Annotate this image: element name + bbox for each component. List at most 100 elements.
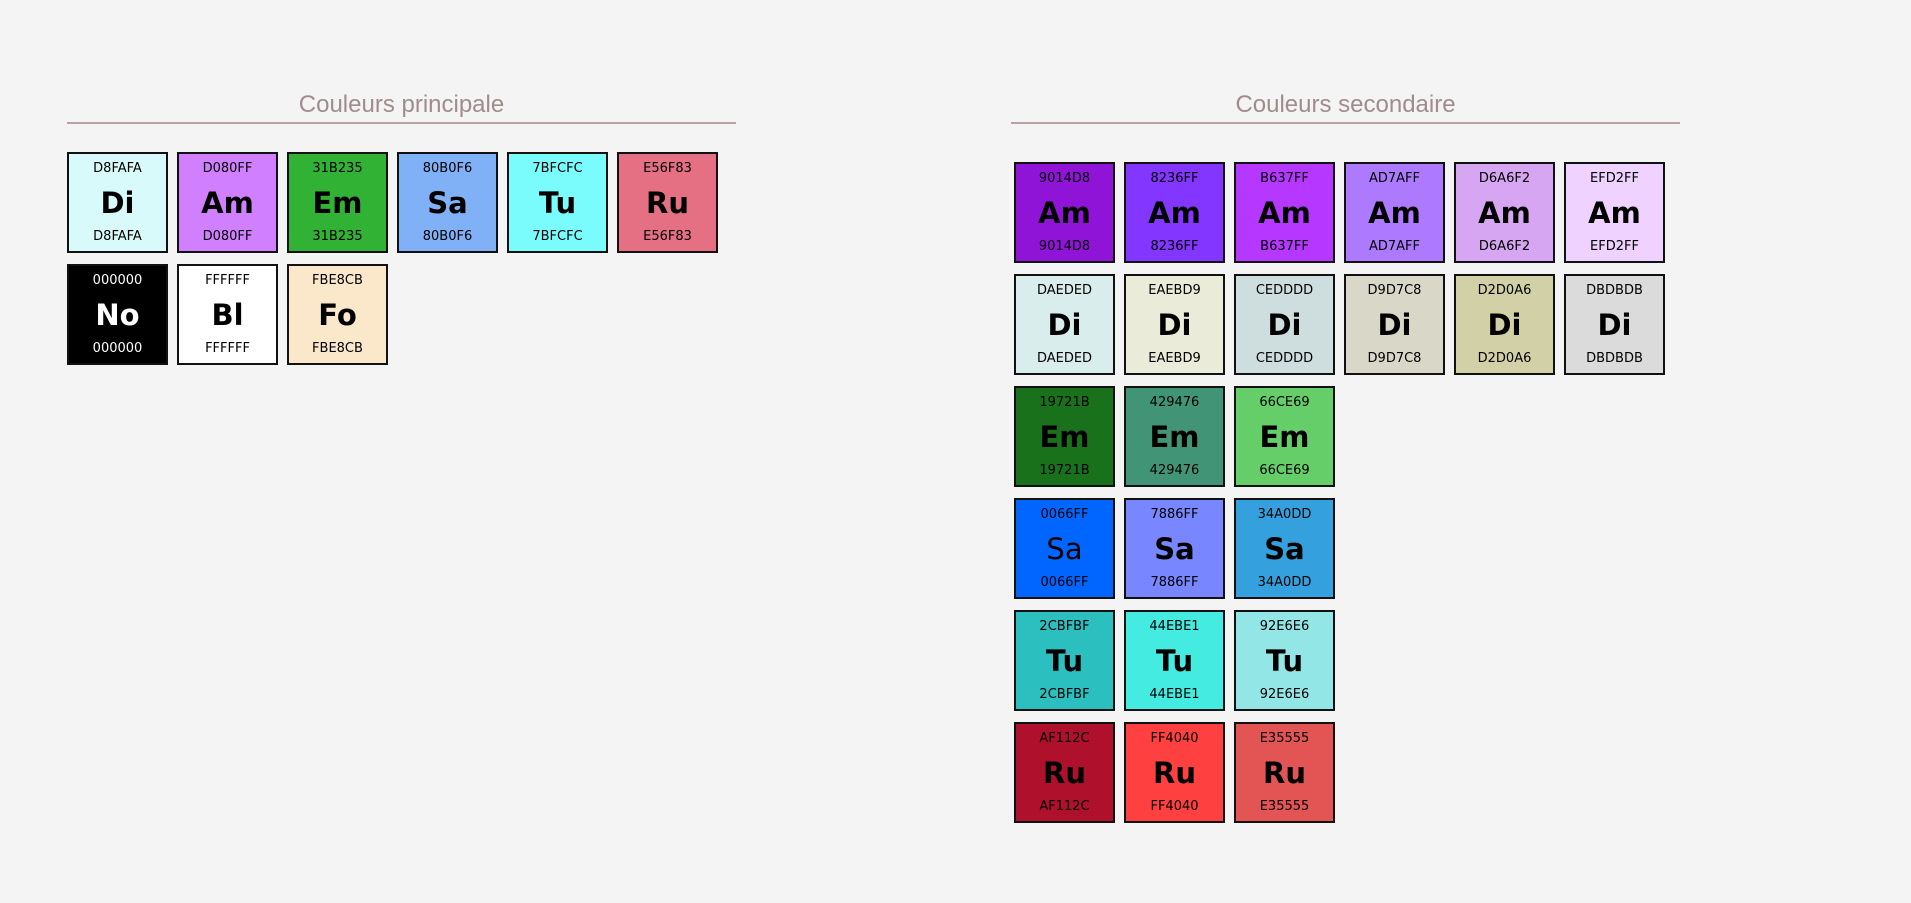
swatch-abbreviation: Sa [1154, 532, 1195, 566]
swatch-hex-bottom: 34A0DD [1257, 575, 1312, 590]
color-swatch: 8236FF Am 8236FF [1124, 162, 1225, 263]
swatch-hex-top: DBDBDB [1586, 283, 1643, 298]
color-swatch: AD7AFF Am AD7AFF [1344, 162, 1445, 263]
swatch-abbreviation: Di [1597, 308, 1632, 342]
swatch-row: 19721B Em 19721B 429476 Em 429476 66CE69 Em 66CE… [1014, 386, 1674, 490]
swatch-hex-top: D2D0A6 [1477, 283, 1532, 298]
swatch-hex-top: AF112C [1039, 731, 1090, 746]
swatch-hex-top: E35555 [1259, 731, 1310, 746]
color-swatch: 000000 No 000000 [67, 264, 168, 365]
swatch-abbreviation: Em [1259, 420, 1310, 454]
swatch-row: DAEDED Di DAEDED EAEBD9 Di EAEBD9 CEDDDD Di CEDD… [1014, 274, 1674, 378]
color-swatch: FFFFFF Bl FFFFFF [177, 264, 278, 365]
swatch-abbreviation: Bl [211, 298, 244, 332]
swatch-hex-bottom: E56F83 [643, 229, 692, 244]
swatch-abbreviation: Di [1487, 308, 1522, 342]
swatch-hex-bottom: AD7AFF [1368, 239, 1421, 254]
swatch-hex-top: 19721B [1039, 395, 1090, 410]
color-swatch: FBE8CB Fo FBE8CB [287, 264, 388, 365]
swatch-hex-top: D080FF [202, 161, 253, 176]
color-swatch: CEDDDD Di CEDDDD [1234, 274, 1335, 375]
swatch-hex-top: 429476 [1149, 395, 1200, 410]
swatch-abbreviation: Di [1267, 308, 1302, 342]
swatch-hex-bottom: FBE8CB [312, 341, 363, 356]
swatch-hex-top: 0066FF [1040, 507, 1089, 522]
color-swatch: D8FAFA Di D8FAFA [67, 152, 168, 253]
swatch-abbreviation: Di [1047, 308, 1082, 342]
swatch-abbreviation: Fo [318, 298, 357, 332]
swatch-hex-bottom: EAEBD9 [1148, 351, 1201, 366]
swatch-hex-bottom: D080FF [202, 229, 253, 244]
secondary-colors-section: Couleurs secondaire 9014D8 Am 9014D8 8236FF… [1011, 90, 1680, 823]
swatch-hex-bottom: 19721B [1039, 463, 1090, 478]
color-swatch: EFD2FF Am EFD2FF [1564, 162, 1665, 263]
color-swatch: 7886FF Sa 7886FF [1124, 498, 1225, 599]
primary-colors-section: Couleurs principale D8FAFA Di D8FAFA D080FF… [67, 90, 736, 365]
color-swatch: 7BFCFC Tu 7BFCFC [507, 152, 608, 253]
swatch-hex-bottom: D6A6F2 [1478, 239, 1531, 254]
color-swatch: 0066FF Sa 0066FF [1014, 498, 1115, 599]
swatch-hex-top: FBE8CB [312, 273, 363, 288]
swatch-row: 9014D8 Am 9014D8 8236FF Am 8236FF B637FF Am B637… [1014, 162, 1674, 266]
swatch-abbreviation: Em [312, 186, 363, 220]
swatch-hex-top: CEDDDD [1255, 283, 1314, 298]
swatch-hex-top: 31B235 [312, 161, 363, 176]
swatch-hex-top: 9014D8 [1038, 171, 1091, 186]
swatch-hex-bottom: 2CBFBF [1039, 687, 1090, 702]
swatch-hex-bottom: AF112C [1039, 799, 1090, 814]
color-swatch: 66CE69 Em 66CE69 [1234, 386, 1335, 487]
color-swatch: DAEDED Di DAEDED [1014, 274, 1115, 375]
color-swatch: 31B235 Em 31B235 [287, 152, 388, 253]
swatch-hex-bottom: D2D0A6 [1477, 351, 1532, 366]
swatch-hex-bottom: 44EBE1 [1149, 687, 1200, 702]
swatch-hex-top: E56F83 [643, 161, 692, 176]
primary-swatch-grid: D8FAFA Di D8FAFA D080FF Am D080FF 31B235 Em 31B2… [67, 152, 727, 376]
swatch-hex-bottom: 7886FF [1150, 575, 1199, 590]
swatch-hex-bottom: 0066FF [1040, 575, 1089, 590]
color-swatch: DBDBDB Di DBDBDB [1564, 274, 1665, 375]
swatch-abbreviation: Am [1368, 196, 1421, 230]
color-swatch: D6A6F2 Am D6A6F2 [1454, 162, 1555, 263]
color-swatch: FF4040 Ru FF4040 [1124, 722, 1225, 823]
swatch-abbreviation: Di [1377, 308, 1412, 342]
swatch-hex-bottom: 80B0F6 [422, 229, 473, 244]
color-swatch: E35555 Ru E35555 [1234, 722, 1335, 823]
color-swatch: 9014D8 Am 9014D8 [1014, 162, 1115, 263]
secondary-swatch-grid: 9014D8 Am 9014D8 8236FF Am 8236FF B637FF Am B637… [1014, 162, 1674, 834]
color-swatch: 44EBE1 Tu 44EBE1 [1124, 610, 1225, 711]
swatch-row: 2CBFBF Tu 2CBFBF 44EBE1 Tu 44EBE1 92E6E6 Tu 92E6… [1014, 610, 1674, 714]
swatch-hex-top: D8FAFA [93, 161, 142, 176]
swatch-hex-bottom: 92E6E6 [1259, 687, 1310, 702]
secondary-colors-title: Couleurs secondaire [1011, 90, 1680, 124]
swatch-hex-bottom: FF4040 [1150, 799, 1199, 814]
swatch-hex-bottom: B637FF [1260, 239, 1309, 254]
swatch-hex-bottom: FFFFFF [205, 341, 250, 356]
swatch-hex-bottom: DAEDED [1036, 351, 1093, 366]
color-swatch: D9D7C8 Di D9D7C8 [1344, 274, 1445, 375]
swatch-abbreviation: Am [1038, 196, 1091, 230]
swatch-abbreviation: Ru [1153, 756, 1196, 790]
swatch-abbreviation: Sa [427, 186, 468, 220]
swatch-abbreviation: Am [1258, 196, 1311, 230]
swatch-hex-bottom: 66CE69 [1259, 463, 1310, 478]
swatch-abbreviation: Em [1039, 420, 1090, 454]
swatch-hex-bottom: 9014D8 [1038, 239, 1091, 254]
swatch-hex-top: 92E6E6 [1259, 619, 1310, 634]
color-swatch: AF112C Ru AF112C [1014, 722, 1115, 823]
swatch-hex-top: EAEBD9 [1148, 283, 1201, 298]
swatch-abbreviation: Ru [1043, 756, 1086, 790]
swatch-row: 0066FF Sa 0066FF 7886FF Sa 7886FF 34A0DD Sa 34A0… [1014, 498, 1674, 602]
swatch-hex-top: 2CBFBF [1039, 619, 1090, 634]
swatch-hex-top: DAEDED [1036, 283, 1093, 298]
swatch-hex-bottom: DBDBDB [1586, 351, 1643, 366]
swatch-hex-top: 7886FF [1150, 507, 1199, 522]
color-swatch: D2D0A6 Di D2D0A6 [1454, 274, 1555, 375]
swatch-hex-top: 44EBE1 [1149, 619, 1200, 634]
swatch-hex-top: 7BFCFC [532, 161, 583, 176]
swatch-hex-top: D6A6F2 [1478, 171, 1531, 186]
swatch-hex-bottom: CEDDDD [1255, 351, 1314, 366]
swatch-hex-top: 000000 [92, 273, 143, 288]
swatch-abbreviation: Am [1148, 196, 1201, 230]
swatch-hex-bottom: 429476 [1149, 463, 1200, 478]
color-swatch: D080FF Am D080FF [177, 152, 278, 253]
